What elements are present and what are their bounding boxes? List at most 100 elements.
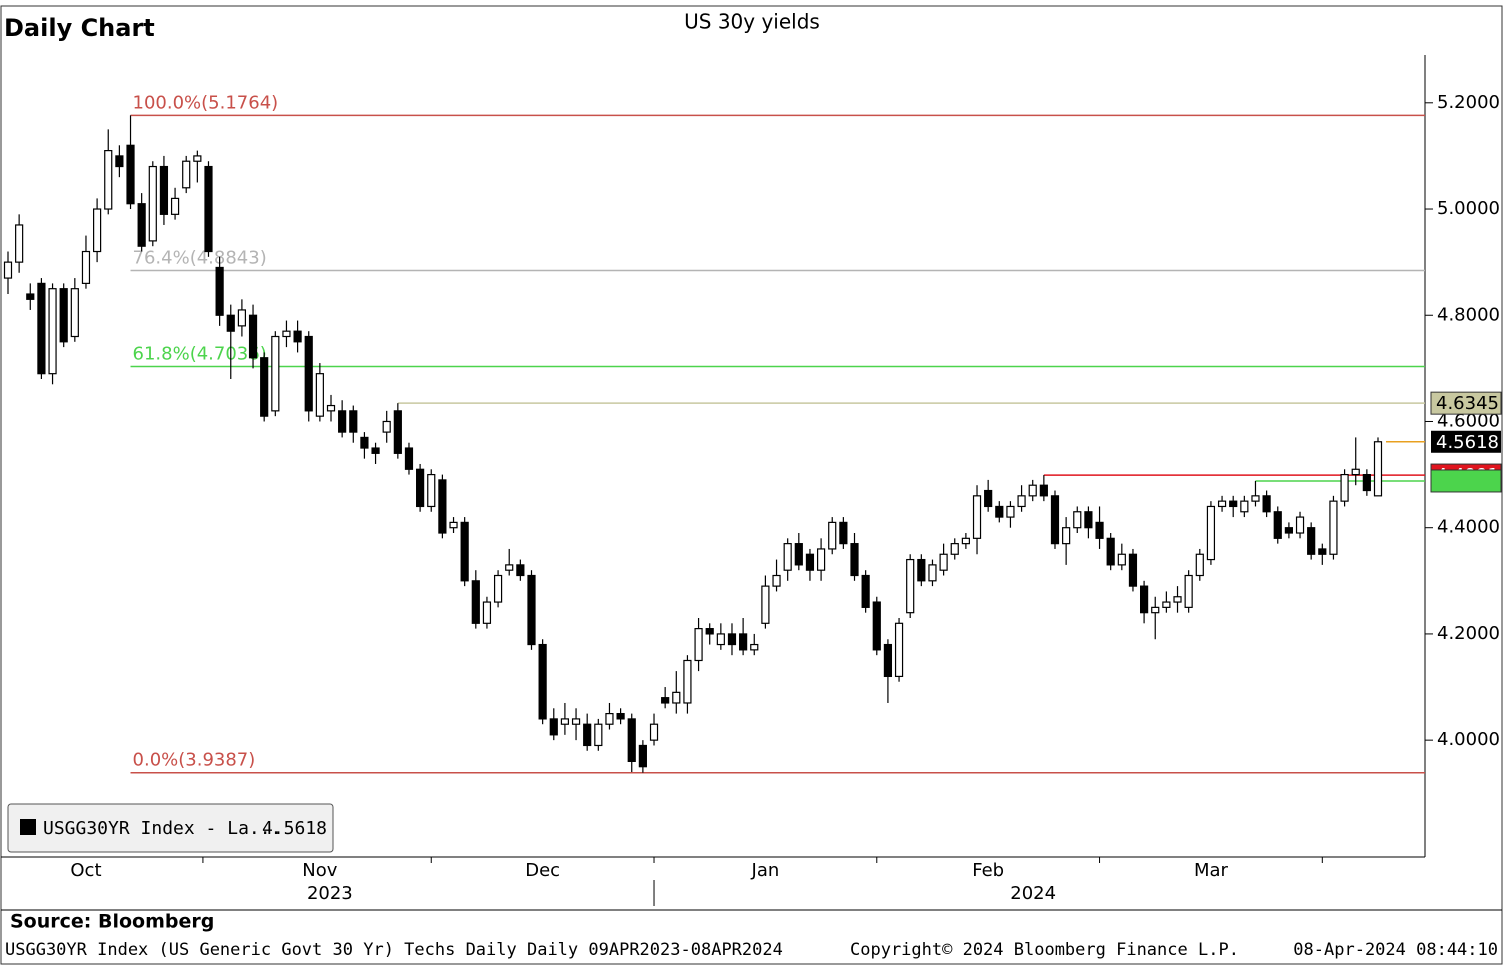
candle-body	[750, 643, 759, 651]
candle-body	[260, 357, 269, 417]
candle-body	[237, 309, 247, 327]
candle-body	[683, 659, 692, 704]
candle-body	[1050, 495, 1060, 545]
candle-body	[527, 574, 536, 646]
candle-body	[939, 553, 948, 571]
fib-label: 61.8%(4.7036)	[133, 343, 267, 364]
candle-body	[649, 723, 659, 741]
level-tag	[1430, 391, 1502, 415]
candle-body	[93, 208, 102, 253]
candle-body	[961, 537, 970, 545]
candle-body	[193, 155, 202, 162]
x-tick-label: Nov	[302, 860, 337, 881]
candle-body	[159, 165, 169, 215]
candle-body	[928, 564, 937, 582]
candle-body	[549, 718, 558, 736]
fib-label: 100.0%(5.1764)	[133, 92, 279, 113]
candle-body	[3, 261, 13, 279]
candle-body	[70, 288, 79, 338]
candle-body	[571, 718, 581, 725]
candle-body	[583, 723, 592, 747]
candle-body	[1329, 500, 1338, 555]
candle-body	[170, 197, 180, 215]
candle-body	[338, 410, 347, 433]
x-tick-label: Dec	[525, 860, 560, 881]
candle-body	[772, 574, 781, 587]
candle-body	[1028, 484, 1037, 497]
candle-body	[516, 564, 525, 577]
candle-body	[104, 150, 113, 210]
candle-body	[638, 744, 647, 768]
candle-body	[37, 282, 46, 375]
candle-body	[371, 447, 380, 454]
candle-body	[716, 633, 725, 646]
last-tag	[1431, 430, 1501, 453]
legend-value: 4.5618	[262, 818, 327, 839]
candle-body	[248, 314, 258, 359]
candle-body	[360, 436, 369, 449]
candle-body	[1362, 473, 1371, 492]
candle-body	[1340, 473, 1349, 502]
candle-body	[416, 468, 425, 508]
candle-body	[616, 712, 625, 720]
legend	[7, 803, 334, 853]
year-label: 2024	[1010, 883, 1056, 904]
candle-body	[627, 718, 636, 762]
candle-body	[1217, 500, 1227, 508]
candle-body	[393, 410, 402, 454]
candle-body	[404, 447, 414, 470]
candle-body	[1062, 527, 1071, 545]
candle-body	[1128, 553, 1138, 587]
candle-body	[1251, 495, 1260, 502]
candle-body	[972, 495, 982, 539]
candle-body	[349, 410, 358, 433]
candle-body	[126, 144, 135, 205]
candle-body	[427, 473, 436, 508]
candle-body	[26, 293, 35, 300]
y-tick-label: 5.2000	[1437, 92, 1500, 113]
candle-body	[115, 155, 124, 168]
candle-body	[883, 643, 893, 678]
source: Source: Bloomberg	[10, 911, 214, 933]
candle-body	[1006, 505, 1015, 518]
candle-body	[984, 489, 993, 508]
x-tick-label: Feb	[972, 860, 1004, 881]
y-tick-label: 5.0000	[1437, 198, 1500, 219]
candle-body	[1106, 537, 1115, 566]
candle-body	[460, 521, 469, 582]
candle-body	[1084, 511, 1093, 529]
candle-body	[872, 601, 881, 651]
candle-body	[493, 574, 503, 603]
x-tick-label: Mar	[1194, 860, 1229, 881]
candle-body	[816, 548, 826, 571]
candle-body	[282, 330, 291, 338]
candle-body	[805, 553, 815, 571]
candle-body	[1229, 500, 1238, 508]
candle-body	[839, 521, 848, 545]
level-tag	[1430, 469, 1502, 493]
candle-body	[828, 521, 837, 550]
candle-body	[1095, 521, 1104, 539]
candle-body	[794, 543, 803, 566]
y-tick-label: 4.8000	[1437, 304, 1500, 325]
candle-body	[1173, 596, 1182, 603]
footer-center: Copyright© 2024 Bloomberg Finance L.P.	[850, 940, 1239, 960]
candle-body	[1284, 527, 1293, 534]
candle-body	[1351, 468, 1360, 476]
candle-body	[894, 622, 904, 678]
candle-body	[204, 165, 213, 253]
candle-body	[226, 314, 235, 332]
candle-body	[1318, 548, 1327, 555]
candle-body	[995, 505, 1004, 518]
candle-body	[672, 691, 681, 704]
last-tag-label: 4.5618	[1436, 432, 1499, 453]
chart-title: US 30y yields	[684, 10, 820, 34]
candle-body	[761, 585, 770, 624]
candle-body	[538, 643, 547, 720]
candle-body	[861, 574, 870, 608]
candle-body	[950, 543, 959, 555]
candle-body	[505, 564, 514, 571]
candle-body	[304, 335, 313, 412]
candle-body	[906, 558, 915, 614]
candle-body	[471, 580, 480, 624]
